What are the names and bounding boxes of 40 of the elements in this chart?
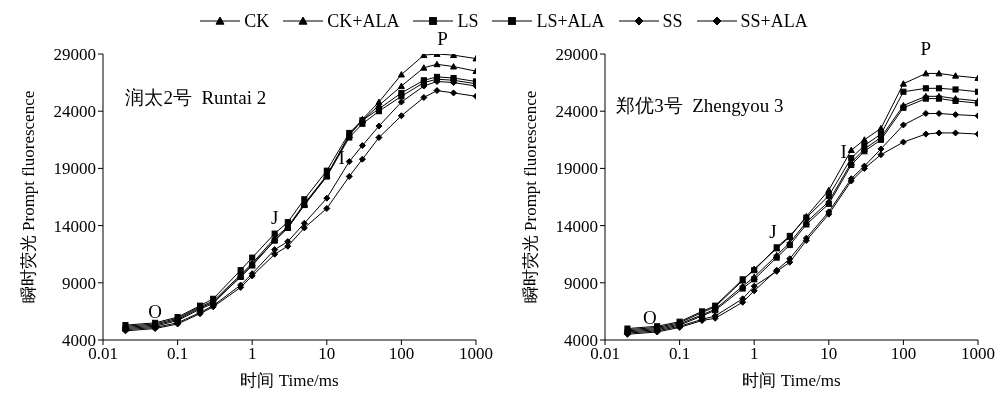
annotation: 润太2号 Runtai 2	[125, 86, 267, 108]
annotation: I	[338, 146, 345, 168]
x-axis-title: 时间 Time/ms	[240, 371, 339, 390]
x-tick-label: 0.1	[166, 344, 189, 364]
x-tick-label: 1000	[459, 344, 493, 364]
annotation: J	[270, 206, 279, 228]
legend-label: SS	[662, 10, 683, 32]
annotation: 郑优3号 Zhengyou 3	[616, 94, 784, 116]
y-tick-label: 29000	[555, 45, 598, 65]
annotation: J	[769, 220, 777, 242]
annotation: I	[840, 140, 847, 162]
legend-label: SS+ALA	[740, 10, 808, 32]
y-tick-label: 14000	[53, 216, 96, 236]
x-tick-label: 0.1	[668, 344, 691, 364]
y-tick-label: 24000	[555, 102, 598, 122]
x-tick-label: 100	[388, 344, 415, 364]
annotation: O	[642, 306, 657, 328]
legend-label: LS	[457, 10, 479, 32]
x-tick-label: 10	[820, 344, 838, 364]
y-tick-label: 9000	[564, 273, 598, 293]
x-tick-label: 100	[890, 344, 917, 364]
x-tick-label: 1	[247, 344, 257, 364]
y-axis-title: 瞬时荧光 Prompt fluorescence	[19, 90, 39, 304]
y-tick-label: 24000	[53, 102, 96, 122]
legend-label: CK	[244, 10, 270, 32]
annotation: P	[920, 37, 932, 59]
y-axis-title: 瞬时荧光 Prompt fluorescence	[521, 90, 541, 304]
y-tick-label: 19000	[555, 159, 598, 179]
legend-label: CK+ALA	[327, 10, 400, 32]
y-tick-label: 9000	[62, 273, 96, 293]
y-tick-label: 29000	[53, 45, 96, 65]
legend-label: LS+ALA	[536, 10, 605, 32]
y-tick-label: 19000	[53, 159, 96, 179]
annotation: O	[148, 300, 163, 322]
x-tick-label: 10	[318, 344, 336, 364]
x-tick-label: 1000	[961, 344, 995, 364]
x-tick-label: 1	[749, 344, 759, 364]
x-axis-title: 时间 Time/ms	[742, 371, 841, 390]
y-tick-label: 14000	[555, 216, 598, 236]
text: P	[437, 27, 448, 49]
